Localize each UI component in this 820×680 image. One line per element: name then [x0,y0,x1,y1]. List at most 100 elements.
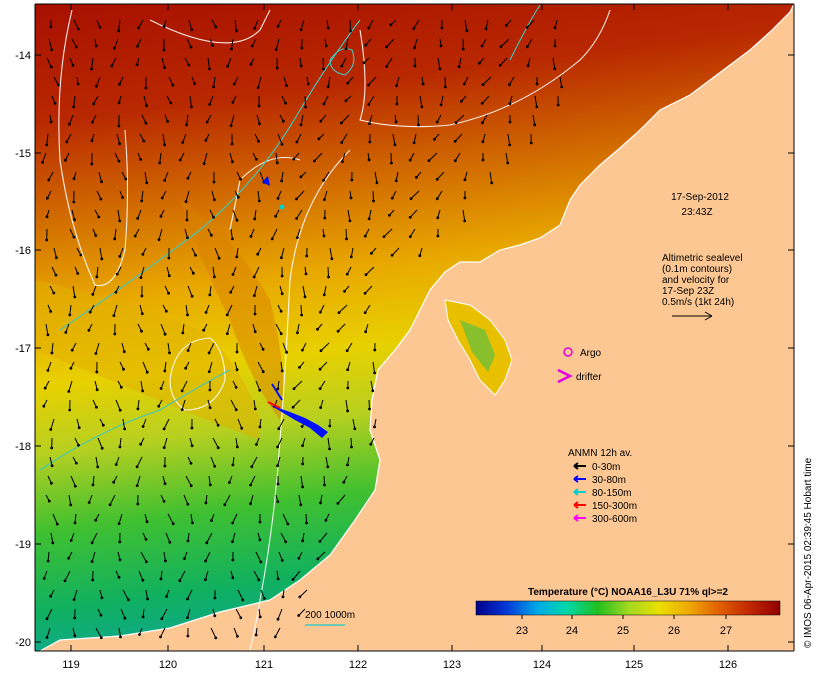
velocity-arrow [232,532,236,542]
velocity-arrow [42,152,47,163]
velocity-arrow [50,418,55,430]
velocity-arrow [485,19,489,29]
velocity-arrow-head [186,616,189,619]
velocity-arrow-head [100,446,104,450]
velocity-arrow-head [49,428,53,431]
velocity-arrow [436,171,445,180]
velocity-arrow-head [74,461,78,465]
velocity-arrow [317,551,326,560]
velocity-arrow-head [258,615,262,619]
velocity-arrow [226,323,231,334]
velocity-arrow [93,95,99,105]
velocity-arrow-head [250,465,254,469]
velocity-arrow-head [280,179,283,183]
velocity-arrow [350,437,352,448]
colorbar-tick-label: 26 [668,625,680,637]
velocity-arrow-head [257,104,261,108]
velocity-arrow [109,494,116,506]
velocity-arrow [73,589,78,600]
velocity-arrow [409,228,416,237]
velocity-arrow-head [319,310,322,314]
velocity-arrow-head [72,200,76,204]
velocity-arrow-head [139,442,143,446]
colorbar-title: Temperature (°C) NOAA16_L3U 71% ql>=2 [528,587,728,598]
velocity-arrow-head [94,234,98,237]
velocity-arrow-head [45,636,49,639]
velocity-arrow-head [234,385,238,389]
velocity-arrow-head [275,161,279,165]
velocity-arrow [300,475,304,487]
velocity-arrow [304,95,307,108]
velocity-arrow [138,570,144,581]
velocity-arrow [74,513,77,523]
velocity-arrow [184,228,188,238]
velocity-arrow-head [140,294,144,298]
velocity-arrow [212,437,219,448]
velocity-arrow-head [216,446,220,450]
velocity-arrow-head [241,598,245,602]
anmn-legend-label: 80-150m [592,488,631,499]
velocity-arrow-head [257,578,261,582]
velocity-arrow-head [345,349,349,352]
velocity-arrow [298,494,302,505]
velocity-arrow-head [163,143,167,147]
velocity-arrow-head [99,197,103,201]
velocity-arrow-head [45,238,49,242]
velocity-arrow [163,437,168,448]
velocity-arrow-head [162,499,166,503]
velocity-arrow-head [349,255,353,259]
velocity-arrow-head [135,63,139,67]
velocity-arrow [212,266,215,277]
velocity-arrow-head [274,214,278,218]
velocity-arrow-head [326,465,330,469]
velocity-arrow-head [460,99,463,103]
velocity-arrow-head [326,26,330,30]
velocity-arrow-head [73,521,77,525]
velocity-arrow-head [236,634,239,638]
velocity-arrow-head [46,333,50,337]
velocity-arrow-head [253,217,257,221]
velocity-arrow-head [346,463,349,467]
velocity-arrow [47,361,52,371]
velocity-arrow [140,551,147,562]
velocity-arrow-head [122,350,126,354]
velocity-arrow-head [190,444,194,448]
velocity-arrow [48,38,53,50]
velocity-arrow-head [280,274,284,278]
velocity-arrow [159,152,162,163]
velocity-arrow [227,57,232,67]
velocity-arrow-head [204,559,208,563]
velocity-arrow [115,399,121,411]
velocity-arrow-head [114,290,118,294]
velocity-arrow-head [375,181,379,185]
velocity-arrow-head [291,578,295,581]
velocity-arrow-head [284,101,287,105]
velocity-arrow-head [236,195,240,199]
velocity-arrow-head [137,26,141,30]
anmn-legend-arrowhead [573,488,579,496]
velocity-arrow-head [118,445,122,449]
velocity-arrow [165,532,171,543]
velocity-arrow-head [145,104,149,108]
velocity-arrow-head [440,26,444,30]
velocity-arrow-head [299,503,303,507]
velocity-arrow-head [231,576,235,580]
velocity-arrow-head [317,137,321,141]
velocity-arrow [341,133,348,143]
velocity-arrow-head [97,215,101,219]
velocity-arrow [552,57,556,69]
velocity-arrow-head [163,464,167,468]
velocity-arrow-head [181,141,185,144]
velocity-arrow-head [193,82,197,85]
velocity-arrow-head [208,67,211,71]
velocity-arrow-head [117,101,121,105]
velocity-arrow-head [490,181,494,185]
velocity-arrow [226,304,233,316]
velocity-arrow-head [204,501,208,505]
velocity-arrow-head [51,541,55,545]
velocity-arrow-head [45,215,49,219]
velocity-arrow-head [163,482,167,486]
velocity-arrow [329,247,333,259]
velocity-arrow-head [343,289,346,293]
velocity-arrow [187,285,193,297]
